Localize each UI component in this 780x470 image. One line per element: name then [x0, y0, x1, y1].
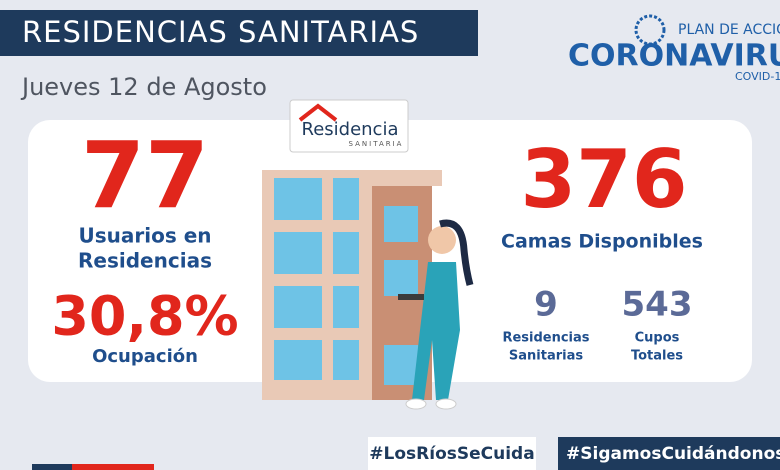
sign-sub: SANITARIA	[349, 140, 404, 148]
tag2: #SigamosCuidándonos	[566, 444, 780, 464]
window	[384, 260, 418, 296]
window	[333, 340, 359, 380]
beds-value: 376	[521, 133, 688, 226]
title-bar	[0, 10, 478, 56]
logo-name: CORONAVIRUS	[568, 39, 780, 74]
window	[333, 286, 359, 328]
sign-roof	[298, 103, 338, 122]
slots-label: Totales	[631, 349, 683, 364]
slots-value: 543	[622, 285, 693, 325]
logo-icon	[634, 14, 666, 46]
window	[274, 340, 322, 380]
beds-label: Camas Disponibles	[501, 231, 703, 253]
residences-value: 9	[534, 285, 558, 325]
building: Residencia SANITARIA	[262, 99, 442, 400]
window	[384, 206, 418, 242]
tag1: #LosRíosSeCuida	[369, 444, 534, 464]
building-roof	[360, 170, 442, 186]
nurse	[398, 219, 474, 410]
flag-red	[72, 464, 154, 470]
users-label: Usuarios en	[78, 224, 211, 248]
nurse-tablet	[398, 294, 424, 300]
window	[384, 345, 418, 385]
flag-blue	[32, 464, 72, 470]
tag2-box	[558, 437, 780, 470]
window	[274, 286, 322, 328]
users-label: Residencias	[78, 249, 212, 273]
nurse-shoe	[405, 398, 427, 410]
occupancy-value: 30,8%	[51, 285, 238, 348]
logo-plan: PLAN DE ACCIÓN	[678, 20, 780, 38]
nurse-head	[428, 226, 456, 254]
sign-name: Residencia	[302, 119, 399, 140]
window	[274, 232, 322, 274]
tag1-box	[368, 437, 536, 470]
window	[333, 178, 359, 220]
window	[333, 232, 359, 274]
slots-label: Cupos	[635, 331, 680, 346]
sign	[289, 99, 409, 153]
logo-sub: COVID-19	[735, 70, 780, 83]
logo: PLAN DE ACCIÓN CORONAVIRUS COVID-19	[568, 14, 780, 83]
title: RESIDENCIAS SANITARIAS	[22, 15, 419, 49]
residences-label: Sanitarias	[509, 349, 583, 364]
date: Jueves 12 de Agosto	[20, 73, 267, 101]
window	[274, 178, 322, 220]
nurse-hair	[439, 219, 474, 286]
residences-label: Residencias	[502, 331, 589, 346]
users-value: 77	[81, 122, 209, 229]
nurse-shoe	[435, 398, 457, 410]
occupancy-label: Ocupación	[92, 346, 198, 367]
